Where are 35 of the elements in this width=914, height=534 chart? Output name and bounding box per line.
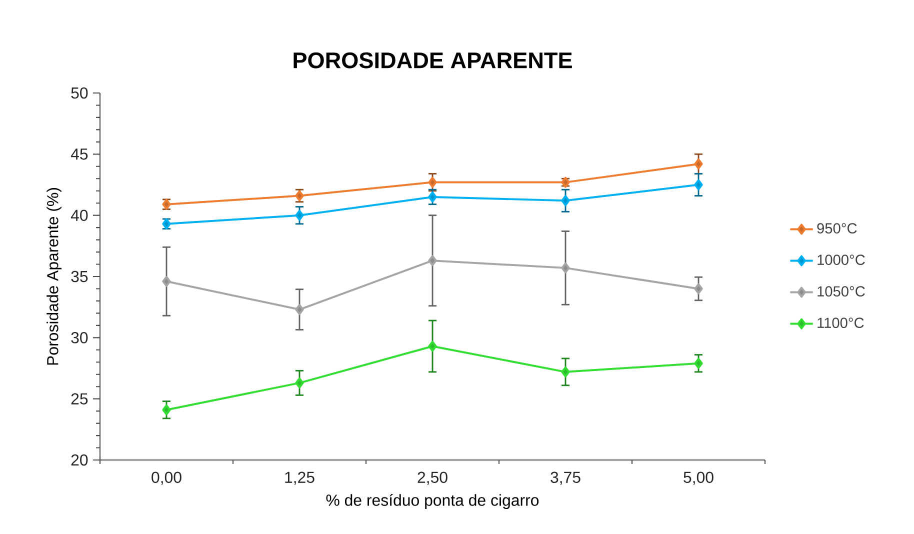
point <box>694 283 703 294</box>
point <box>561 195 570 206</box>
point <box>428 191 437 202</box>
chart-title: POROSIDADE APARENTE <box>294 52 572 68</box>
point <box>162 276 171 287</box>
point <box>561 366 570 378</box>
point <box>428 176 437 188</box>
point <box>561 262 570 274</box>
x-tick-label: 5,00 <box>684 472 714 485</box>
point <box>694 358 703 369</box>
y-tick-label: 20 <box>71 454 88 466</box>
point <box>694 158 703 170</box>
legend-label: 1050°C <box>818 286 865 297</box>
y-tick-label: 25 <box>71 393 88 404</box>
x-axis-title: % de resíduo ponta de cigarro <box>326 494 539 510</box>
point <box>428 340 437 352</box>
y-tick-label: 50 <box>71 87 88 99</box>
y-tick-label: 30 <box>71 332 88 344</box>
point <box>694 179 703 190</box>
y-axis-title: Porosidade Aparente (%) <box>46 188 62 365</box>
point <box>295 377 304 388</box>
x-tick-label: 2,50 <box>418 472 448 485</box>
x-tick-label: 1,25 <box>285 472 314 485</box>
point <box>295 304 304 316</box>
point <box>428 255 437 266</box>
y-tick-label: 40 <box>70 210 88 221</box>
point <box>295 210 304 221</box>
legend-label: 1000°C <box>818 254 865 265</box>
x-tick-label: 3,75 <box>550 472 580 485</box>
y-tick-label: 35 <box>71 270 88 282</box>
legend-label: 1100°C <box>818 318 864 328</box>
legend-label: 950°C <box>817 223 857 234</box>
x-tick-label: 0,00 <box>152 472 182 485</box>
point <box>162 404 171 416</box>
y-tick-label: 45 <box>70 148 88 160</box>
